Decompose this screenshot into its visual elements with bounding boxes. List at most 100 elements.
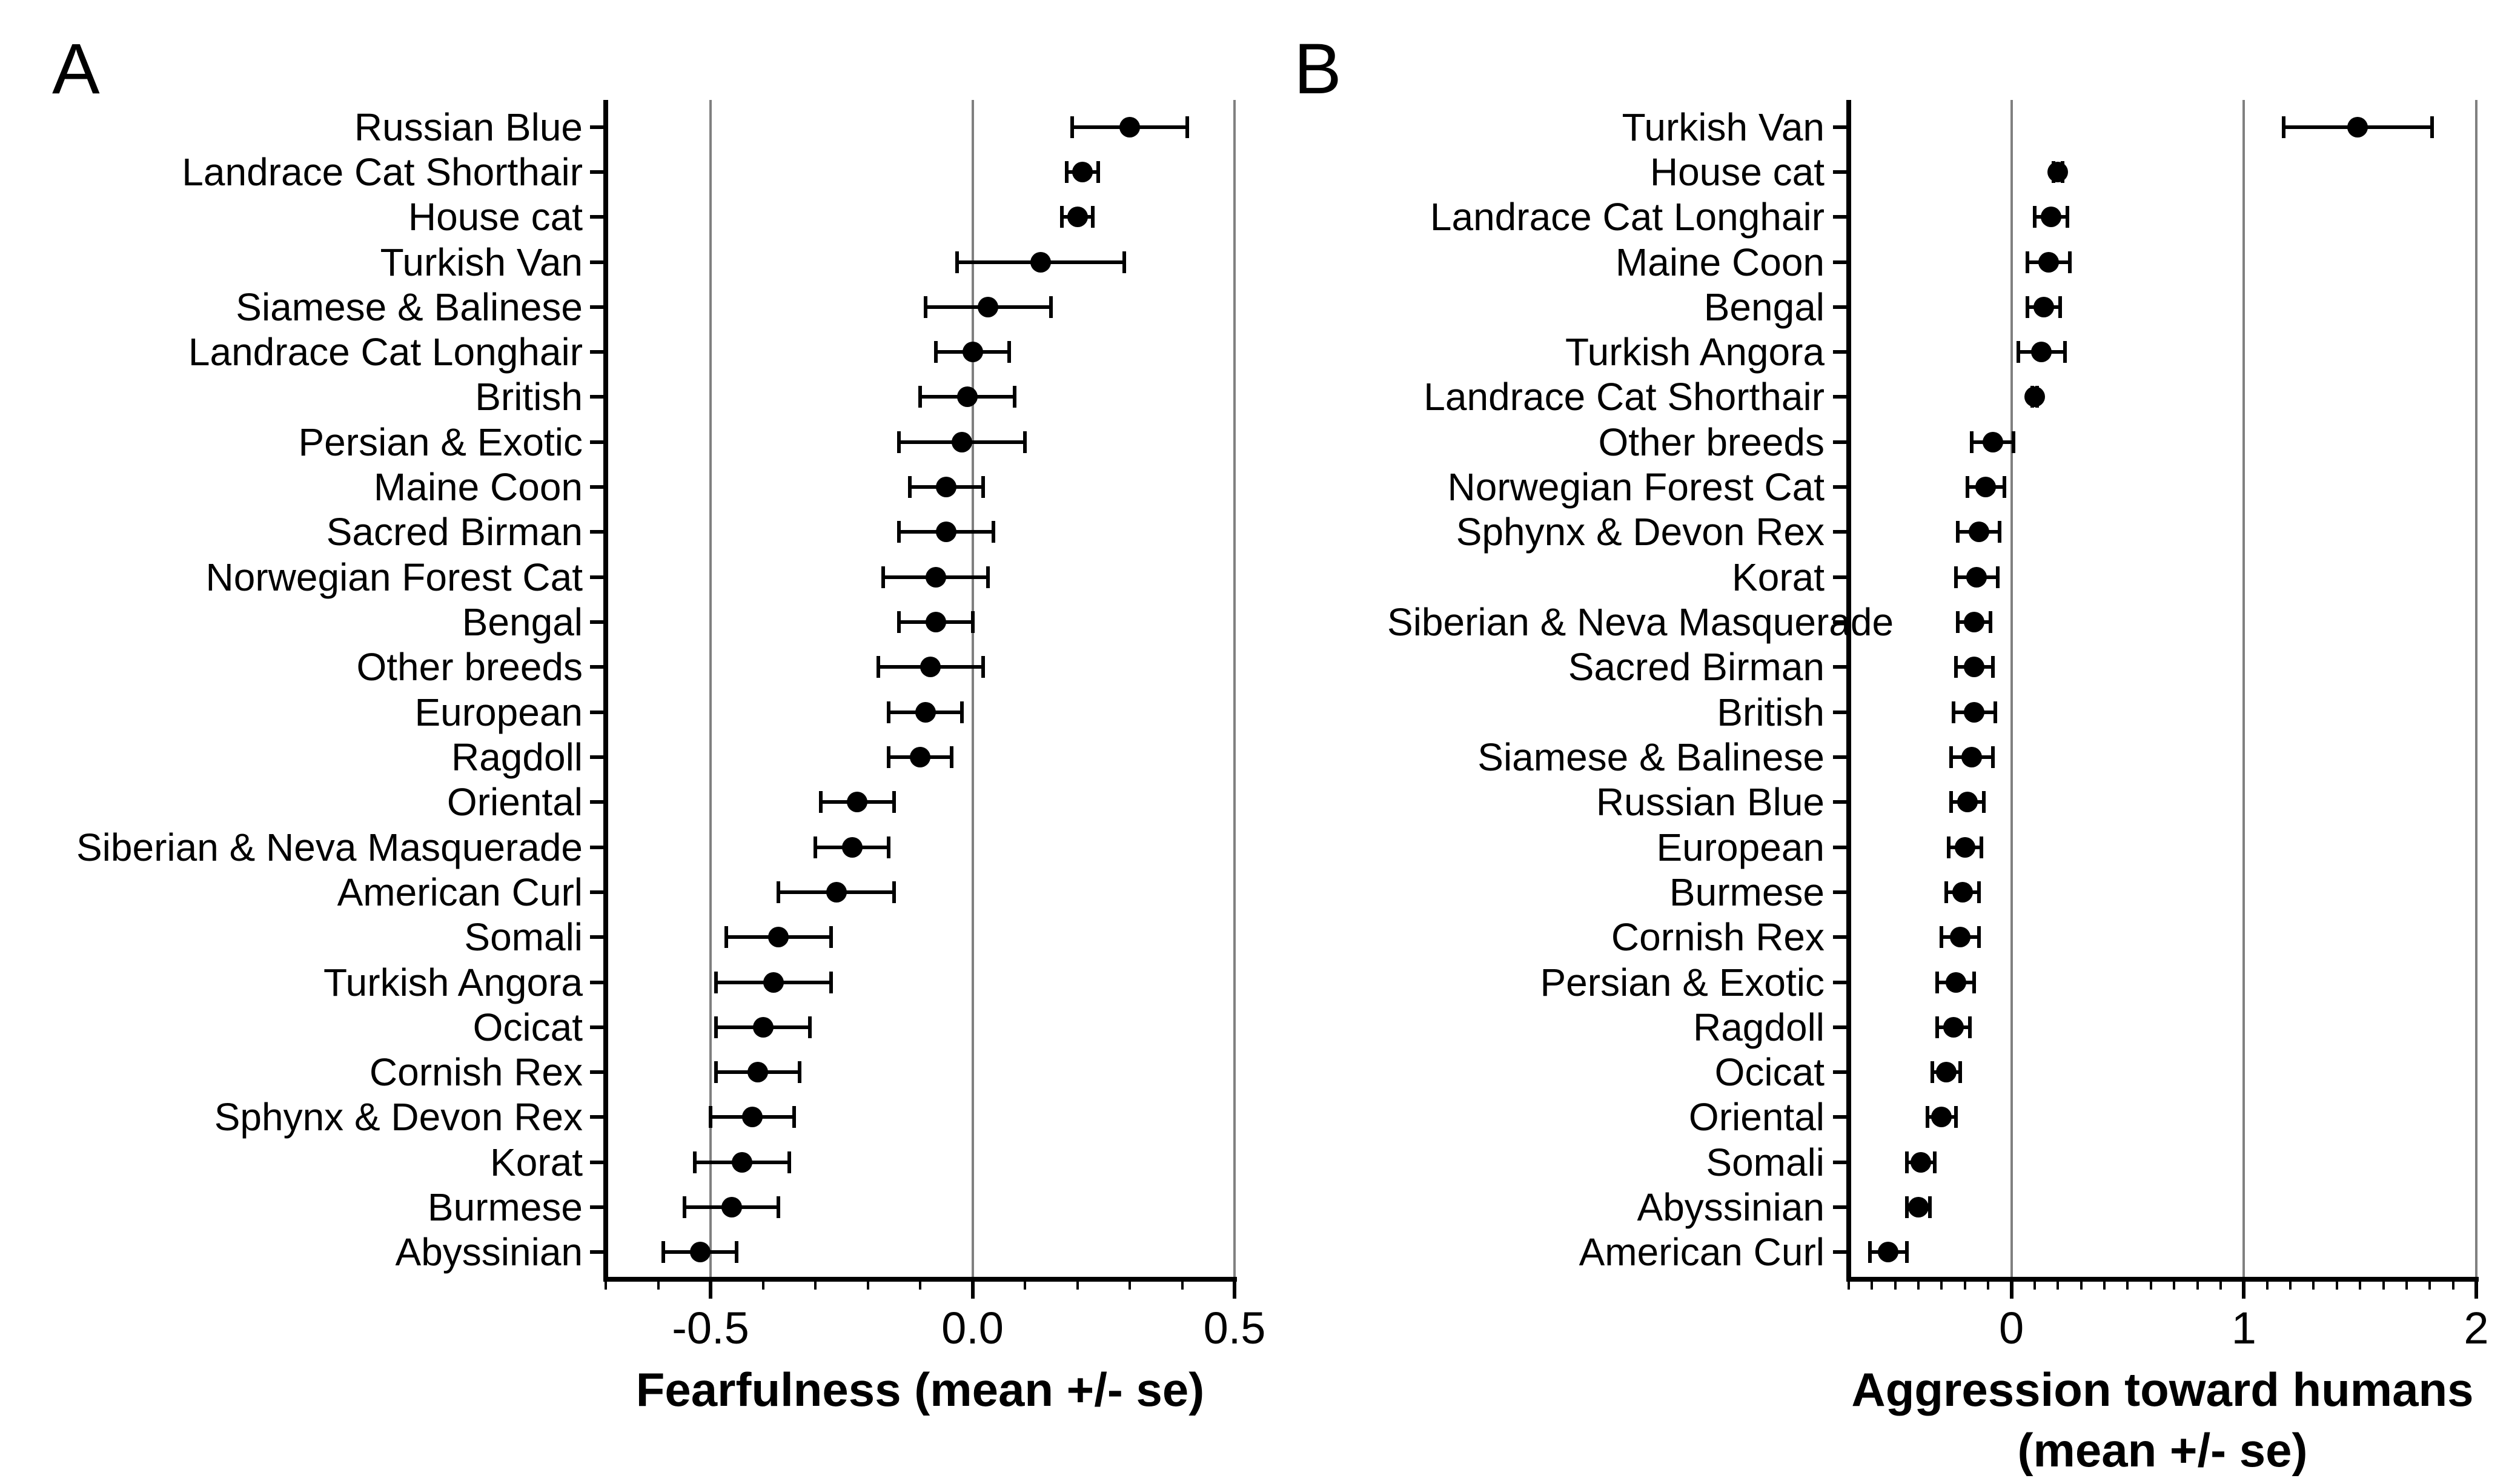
error-bar-cap-right: [992, 521, 996, 543]
x-tick-minor: [2033, 1279, 2036, 1290]
x-tick-minor: [2149, 1279, 2152, 1290]
category-tick: [590, 890, 606, 894]
error-bar-cap-left: [1951, 701, 1955, 723]
breed-label: Persian & Exotic: [298, 420, 583, 464]
x-tick-minor: [919, 1279, 921, 1290]
category-tick: [1833, 530, 1849, 534]
x-tick-label: 0.5: [1203, 1303, 1266, 1353]
error-bar-cap-right: [787, 1151, 791, 1173]
error-bar-cap-left: [876, 656, 880, 678]
x-tick-minor: [1129, 1279, 1131, 1290]
mean-dot: [1957, 792, 1978, 813]
breed-label: Landrace Cat Longhair: [188, 330, 583, 374]
error-bar-cap-right: [1981, 791, 1986, 813]
category-tick: [1833, 1070, 1849, 1075]
category-tick: [590, 305, 606, 309]
breed-label: Norwegian Forest Cat: [1447, 465, 1825, 509]
category-tick: [1833, 1205, 1849, 1210]
x-tick-minor: [1987, 1279, 1990, 1290]
category-tick: [590, 170, 606, 174]
x-tick-minor: [1181, 1279, 1184, 1290]
error-bar-cap-right: [1990, 656, 1995, 678]
mean-dot: [1964, 657, 1985, 678]
error-bar-cap-left: [887, 746, 891, 768]
mean-dot: [1964, 701, 1985, 723]
x-gridline: [971, 100, 974, 1279]
category-tick: [1833, 890, 1849, 894]
error-bar-cap-left: [1954, 566, 1958, 588]
breed-label: Russian Blue: [1596, 780, 1825, 824]
x-tick-minor: [2196, 1279, 2199, 1290]
category-tick: [590, 1205, 606, 1210]
x-gridline: [2242, 100, 2246, 1279]
x-tick-major: [2242, 1279, 2246, 1299]
error-bar-cap-left: [1949, 746, 1953, 768]
mean-dot: [721, 1197, 742, 1218]
mean-dot: [747, 1062, 768, 1083]
breed-label: Somali: [464, 915, 583, 959]
x-tick-minor: [2057, 1279, 2060, 1290]
panel-a-letter: A: [52, 29, 100, 109]
breed-label: Landrace Cat Shorthair: [1424, 375, 1825, 419]
breed-label: House cat: [1649, 150, 1825, 194]
error-bar-cap-left: [814, 836, 817, 858]
error-bar-cap-left: [955, 251, 959, 273]
error-bar-cap-right: [2067, 251, 2072, 273]
category-tick: [590, 980, 606, 984]
error-bar-cap-left: [1970, 431, 1974, 453]
error-bar-cap-left: [714, 1016, 718, 1038]
x-tick-minor: [657, 1279, 660, 1290]
breed-label: Ocicat: [1714, 1050, 1825, 1095]
mean-dot: [2038, 251, 2059, 273]
error-bar-cap-right: [1185, 116, 1190, 138]
breed-label: Korat: [1732, 555, 1825, 599]
error-bar-cap-right: [1904, 1241, 1909, 1264]
x-tick-major: [1233, 1279, 1236, 1299]
mean-dot: [1966, 566, 1987, 588]
x-tick-major: [2474, 1279, 2478, 1299]
mean-dot: [1878, 1242, 1899, 1263]
error-bar-cap-right: [829, 971, 833, 993]
breed-label: British: [475, 375, 583, 419]
mean-dot: [1954, 836, 1975, 858]
mean-dot: [847, 792, 868, 813]
error-bar-cap-left: [1926, 1106, 1930, 1128]
error-bar-cap-right: [1977, 881, 1981, 903]
x-axis-title-line: Fearfulness (mean +/- se): [635, 1363, 1205, 1416]
x-tick-minor: [605, 1279, 607, 1290]
x-gridline: [2475, 100, 2478, 1279]
error-bar-cap-right: [1990, 746, 1995, 768]
breed-label: Ragdoll: [1692, 1005, 1825, 1049]
error-bar-cap-right: [1012, 386, 1016, 408]
breed-label: Cornish Rex: [369, 1050, 583, 1095]
error-bar-cap-right: [887, 836, 891, 858]
error-bar-cap-right: [798, 1061, 802, 1084]
breed-label: Korat: [490, 1140, 583, 1184]
breed-label: European: [1656, 825, 1825, 869]
mean-dot: [763, 972, 784, 993]
mean-dot: [920, 657, 941, 678]
error-bar-cap-right: [777, 1196, 781, 1219]
error-bar-cap-right: [892, 791, 896, 813]
breed-label: Abyssinian: [395, 1230, 583, 1274]
error-bar-cap-left: [1059, 206, 1064, 228]
error-bar-cap-left: [2026, 251, 2030, 273]
y-axis-line: [603, 100, 608, 1279]
mean-dot: [1952, 881, 1973, 903]
category-tick: [1833, 395, 1849, 399]
error-bar-cap-left: [1940, 926, 1944, 949]
error-bar-cap-left: [714, 971, 718, 993]
error-bar-cap-left: [2017, 341, 2021, 363]
category-tick: [590, 485, 606, 489]
error-bar-cap-left: [1965, 476, 1969, 499]
mean-dot: [689, 1242, 711, 1263]
error-bar-cap-right: [970, 611, 975, 634]
breed-label: Siamese & Balinese: [236, 285, 583, 329]
category-tick: [590, 1115, 606, 1119]
category-tick: [1833, 755, 1849, 759]
x-tick-minor: [814, 1279, 817, 1290]
x-tick-minor: [2265, 1279, 2269, 1290]
breed-label: American Curl: [1579, 1230, 1825, 1274]
error-bar-cap-right: [2065, 206, 2069, 228]
